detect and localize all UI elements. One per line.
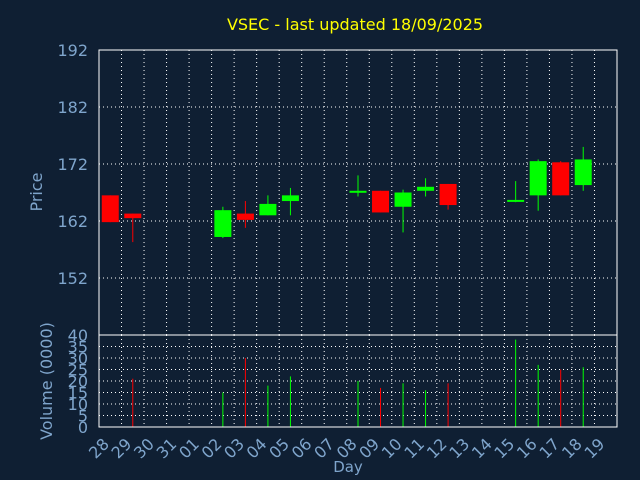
price-tick-label: 192 (57, 41, 88, 60)
candle-body (236, 213, 254, 220)
candle-body (372, 190, 390, 213)
chart-title: VSEC - last updated 18/09/2025 (227, 15, 483, 34)
candle-body (529, 161, 547, 196)
volume-axis-label: Volume (0000) (37, 322, 56, 440)
candle-body (574, 159, 592, 186)
candle-body (124, 213, 142, 219)
candle-body (507, 199, 525, 202)
candle-body (101, 195, 119, 223)
volume-tick-label: 40 (68, 326, 88, 345)
candle-body (552, 162, 570, 196)
volume-tick-label: 0 (78, 418, 88, 437)
x-tick-label: 19 (581, 434, 609, 462)
candle-body (417, 186, 435, 191)
price-tick-label: 182 (57, 98, 88, 117)
candle-body (214, 210, 232, 237)
candle-body (281, 195, 299, 202)
volume-frame (98, 334, 618, 428)
volume-tick-label: 20 (68, 372, 88, 391)
volume-tick-label: 10 (68, 395, 88, 414)
price-panel: 192 182 172 162 152 (57, 41, 618, 336)
price-tick-label: 162 (57, 212, 88, 231)
volume-tick-label: 15 (68, 384, 88, 403)
volume-tick-label: 25 (68, 361, 88, 380)
x-axis-label: Day (333, 458, 363, 476)
candle-body (439, 183, 457, 206)
price-tick-label: 172 (57, 155, 88, 174)
candle-body (394, 192, 412, 207)
price-tick-label: 152 (57, 269, 88, 288)
candle-body (349, 190, 367, 193)
x-tick-labels: 2829303101020304050607080910111213141516… (85, 434, 608, 462)
price-axis-label: Price (27, 172, 46, 211)
volume-tick-label: 30 (68, 349, 88, 368)
candle-body (259, 203, 277, 216)
volume-tick-label: 35 (68, 338, 88, 357)
volume-tick-label: 5 (78, 407, 88, 426)
